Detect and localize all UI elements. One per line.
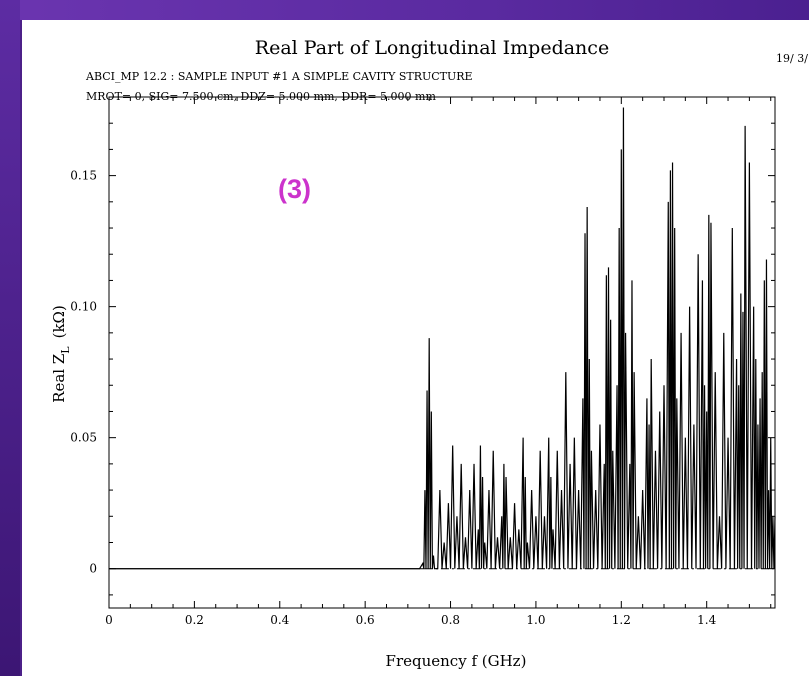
series-line (109, 107, 776, 570)
x-tick-label: 0 (105, 613, 113, 627)
x-axis-label: Frequency f (GHz) (386, 652, 527, 670)
y-tick-label: 0.05 (70, 431, 97, 445)
y-axis-label-subscript: L (59, 346, 72, 354)
plot-frame (108, 96, 776, 609)
impedance-chart: Real Part of Longitudinal Impedance 19/ … (50, 37, 809, 670)
x-tick-label: 1.2 (612, 613, 631, 627)
y-tick-label: 0.10 (70, 300, 97, 314)
svg-text:Real ZL(kΩ): Real ZL (kΩ) (50, 305, 72, 403)
x-tick-label: 0.2 (185, 613, 204, 627)
y-axis-label: Real Z (50, 354, 68, 403)
y-tick-label: 0.15 (70, 169, 97, 183)
y-axis-label-unit: (kΩ) (50, 305, 68, 338)
x-tick-label: 1.0 (526, 613, 545, 627)
chart-title: Real Part of Longitudinal Impedance (255, 37, 609, 59)
slide-left-border (0, 0, 20, 676)
y-tick-labels: 0 0.05 0.10 0.15 (70, 169, 97, 576)
chart-subtitle-1: ABCI_MP 12.2 : SAMPLE INPUT #1 A SIMPLE … (85, 70, 473, 83)
x-tick-label: 0.6 (356, 613, 375, 627)
x-tick-label: 0.8 (441, 613, 460, 627)
x-tick-labels: 0 0.2 0.4 0.6 0.8 1.0 1.2 1.4 (105, 613, 716, 627)
panel-annotation: (3) (278, 174, 311, 204)
slide-top-border (0, 0, 809, 20)
x-tick-label: 0.4 (270, 613, 289, 627)
chart-timestamp: 19/ 3/ 8 21:47:04 (776, 52, 809, 65)
y-axis-label-group: Real ZL (kΩ) (50, 305, 72, 403)
y-tick-label: 0 (89, 562, 97, 576)
chart-panel: Real Part of Longitudinal Impedance 19/ … (22, 20, 809, 676)
x-tick-label: 1.4 (697, 613, 716, 627)
